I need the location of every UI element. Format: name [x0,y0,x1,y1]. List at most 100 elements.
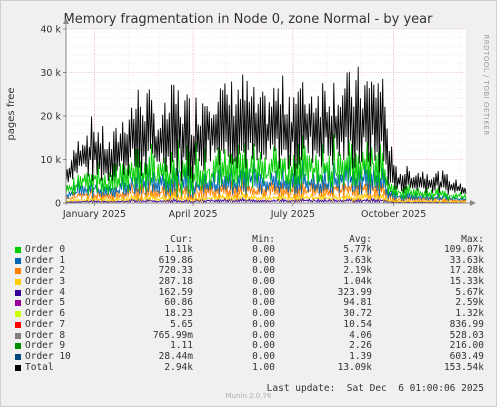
legend-min: 0.00 [252,276,275,288]
legend-cur: 2.94k [164,361,193,373]
series-line-order-3 [65,191,467,204]
y-axis-label: pages free [6,87,17,140]
legend-row: Order 9 1.11 0.00 2.26 216.00 [12,340,484,352]
legend-cur: 1.11k [164,244,193,255]
legend-max: 109.07k [443,244,484,255]
legend-row: Order 4 162.59 0.00 323.99 5.67k [12,286,484,299]
legend-swatch [15,300,21,307]
y-tick-label: 40 k [40,25,61,36]
legend-avg: 3.63k [343,254,372,266]
legend-swatch [15,364,21,371]
legend-min: 0.00 [252,308,275,320]
header-max: Max: [461,234,484,245]
legend-max: 1.32k [455,308,484,320]
legend-swatch [15,289,21,296]
legend-avg: 4.06 [349,329,372,341]
y-tick-label: 10 k [40,155,61,166]
last-update-row: Last update: Sat Dec 6 01:00:06 2025 [12,373,484,393]
legend-row: Order 1 619.86 0.00 3.63k 33.63k [12,254,484,267]
legend-cur: 619.86 [158,254,193,266]
legend-max: 216.00 [449,340,484,352]
legend-swatch [15,343,21,350]
x-tick-label: July 2025 [270,209,315,220]
legend-name: Order 7 [25,318,66,330]
series-line-order-1 [65,159,467,202]
legend-min: 0.00 [252,297,275,309]
legend-max: 528.03 [449,329,484,341]
legend-max: 153.54k [443,361,484,373]
header-cur: Cur: [170,234,193,245]
series-line-order-2 [65,176,467,204]
legend-max: 603.49 [449,350,484,362]
legend-row: Order 5 60.86 0.00 94.81 2.59k [12,298,484,309]
legend-name: Order 5 [25,297,66,309]
header-avg: Avg: [349,234,372,245]
legend-min: 0.00 [252,350,275,362]
last-update: Last update: Sat Dec 6 01:00:06 2025 [266,382,484,394]
legend-cur: 1.11 [170,340,193,352]
legend-avg: 13.09k [337,361,372,373]
legend-swatch [15,332,21,339]
legend-avg: 30.72 [343,308,372,320]
rrdtool-watermark: RRDTOOL / TOBI OETIKER [482,34,490,135]
legend-header: Cur: Min: Avg: Max: [12,234,484,245]
legend-min: 0.00 [252,318,275,330]
y-tick-label: 0 [55,199,61,210]
legend-name: Order 0 [25,244,66,255]
legend-min: 1.00 [252,361,275,373]
legend-cur: 765.99m [152,329,193,341]
legend-name: Order 6 [25,308,66,320]
legend-row: Total 2.94k 1.00 13.09k 153.54k [12,361,484,374]
legend-name: Order 1 [25,254,66,266]
legend-min: 0.00 [252,265,275,277]
legend-avg: 5.77k [343,244,372,255]
chart-title: Memory fragmentation in Node 0, zone Nor… [64,12,434,27]
legend-cur: 18.23 [164,308,193,320]
legend-row: Order 7 5.65 0.00 10.54 836.99 [12,318,484,331]
legend-row: Order 6 18.23 0.00 30.72 1.32k [12,308,484,320]
y-tick-label: 20 k [40,112,61,123]
legend-max: 15.33k [449,276,484,288]
legend-max: 5.67k [455,286,484,298]
legend: Cur: Min: Avg: Max: Order 0 1.11k 0.00 5.77… [12,234,484,394]
legend-name: Total [25,361,54,373]
series-line-order-0 [65,134,467,201]
legend-cur: 287.18 [158,276,193,288]
legend-row: Order 10 28.44m 0.00 1.39 603.49 [12,350,484,363]
legend-name: Order 3 [25,276,66,288]
legend-min: 0.00 [252,244,275,255]
munin-version: Munin 2.0.76 [225,392,272,400]
legend-avg: 2.19k [343,265,372,277]
y-tick-label: 30 k [40,68,61,79]
y-axis-arrow [63,18,69,24]
legend-row: Order 0 1.11k 0.00 5.77k 109.07k [12,244,484,256]
series-line-total [65,66,467,195]
series-layer [65,66,467,204]
legend-cur: 162.59 [158,286,193,298]
legend-cur: 720.33 [158,265,193,277]
axes: 0 10 k 20 k 30 k 40 k January 2025 April 2025 J… [40,18,476,220]
legend-min: 0.00 [252,286,275,298]
legend-name: Order 4 [25,286,66,298]
legend-swatch [15,311,21,318]
x-tick-label: October 2025 [361,209,426,220]
legend-avg: 10.54 [343,318,372,330]
legend-swatch [15,321,21,328]
header-min: Min: [252,234,275,245]
legend-name: Order 8 [25,329,66,341]
legend-avg: 1.39 [349,350,372,362]
legend-min: 0.00 [252,329,275,341]
legend-swatch [15,247,21,253]
chart: Memory fragmentation in Node 0, zone Nor… [6,12,490,220]
x-axis-arrow [470,200,476,206]
legend-avg: 2.26 [349,340,372,352]
legend-max: 2.59k [455,297,484,309]
x-tick-label: April 2025 [169,209,218,220]
legend-swatch [15,257,21,264]
legend-min: 0.00 [252,340,275,352]
legend-name: Order 9 [25,340,66,352]
legend-avg: 94.81 [343,297,372,309]
legend-name: Order 10 [25,350,71,362]
legend-name: Order 2 [25,265,66,277]
legend-swatch [15,353,21,360]
